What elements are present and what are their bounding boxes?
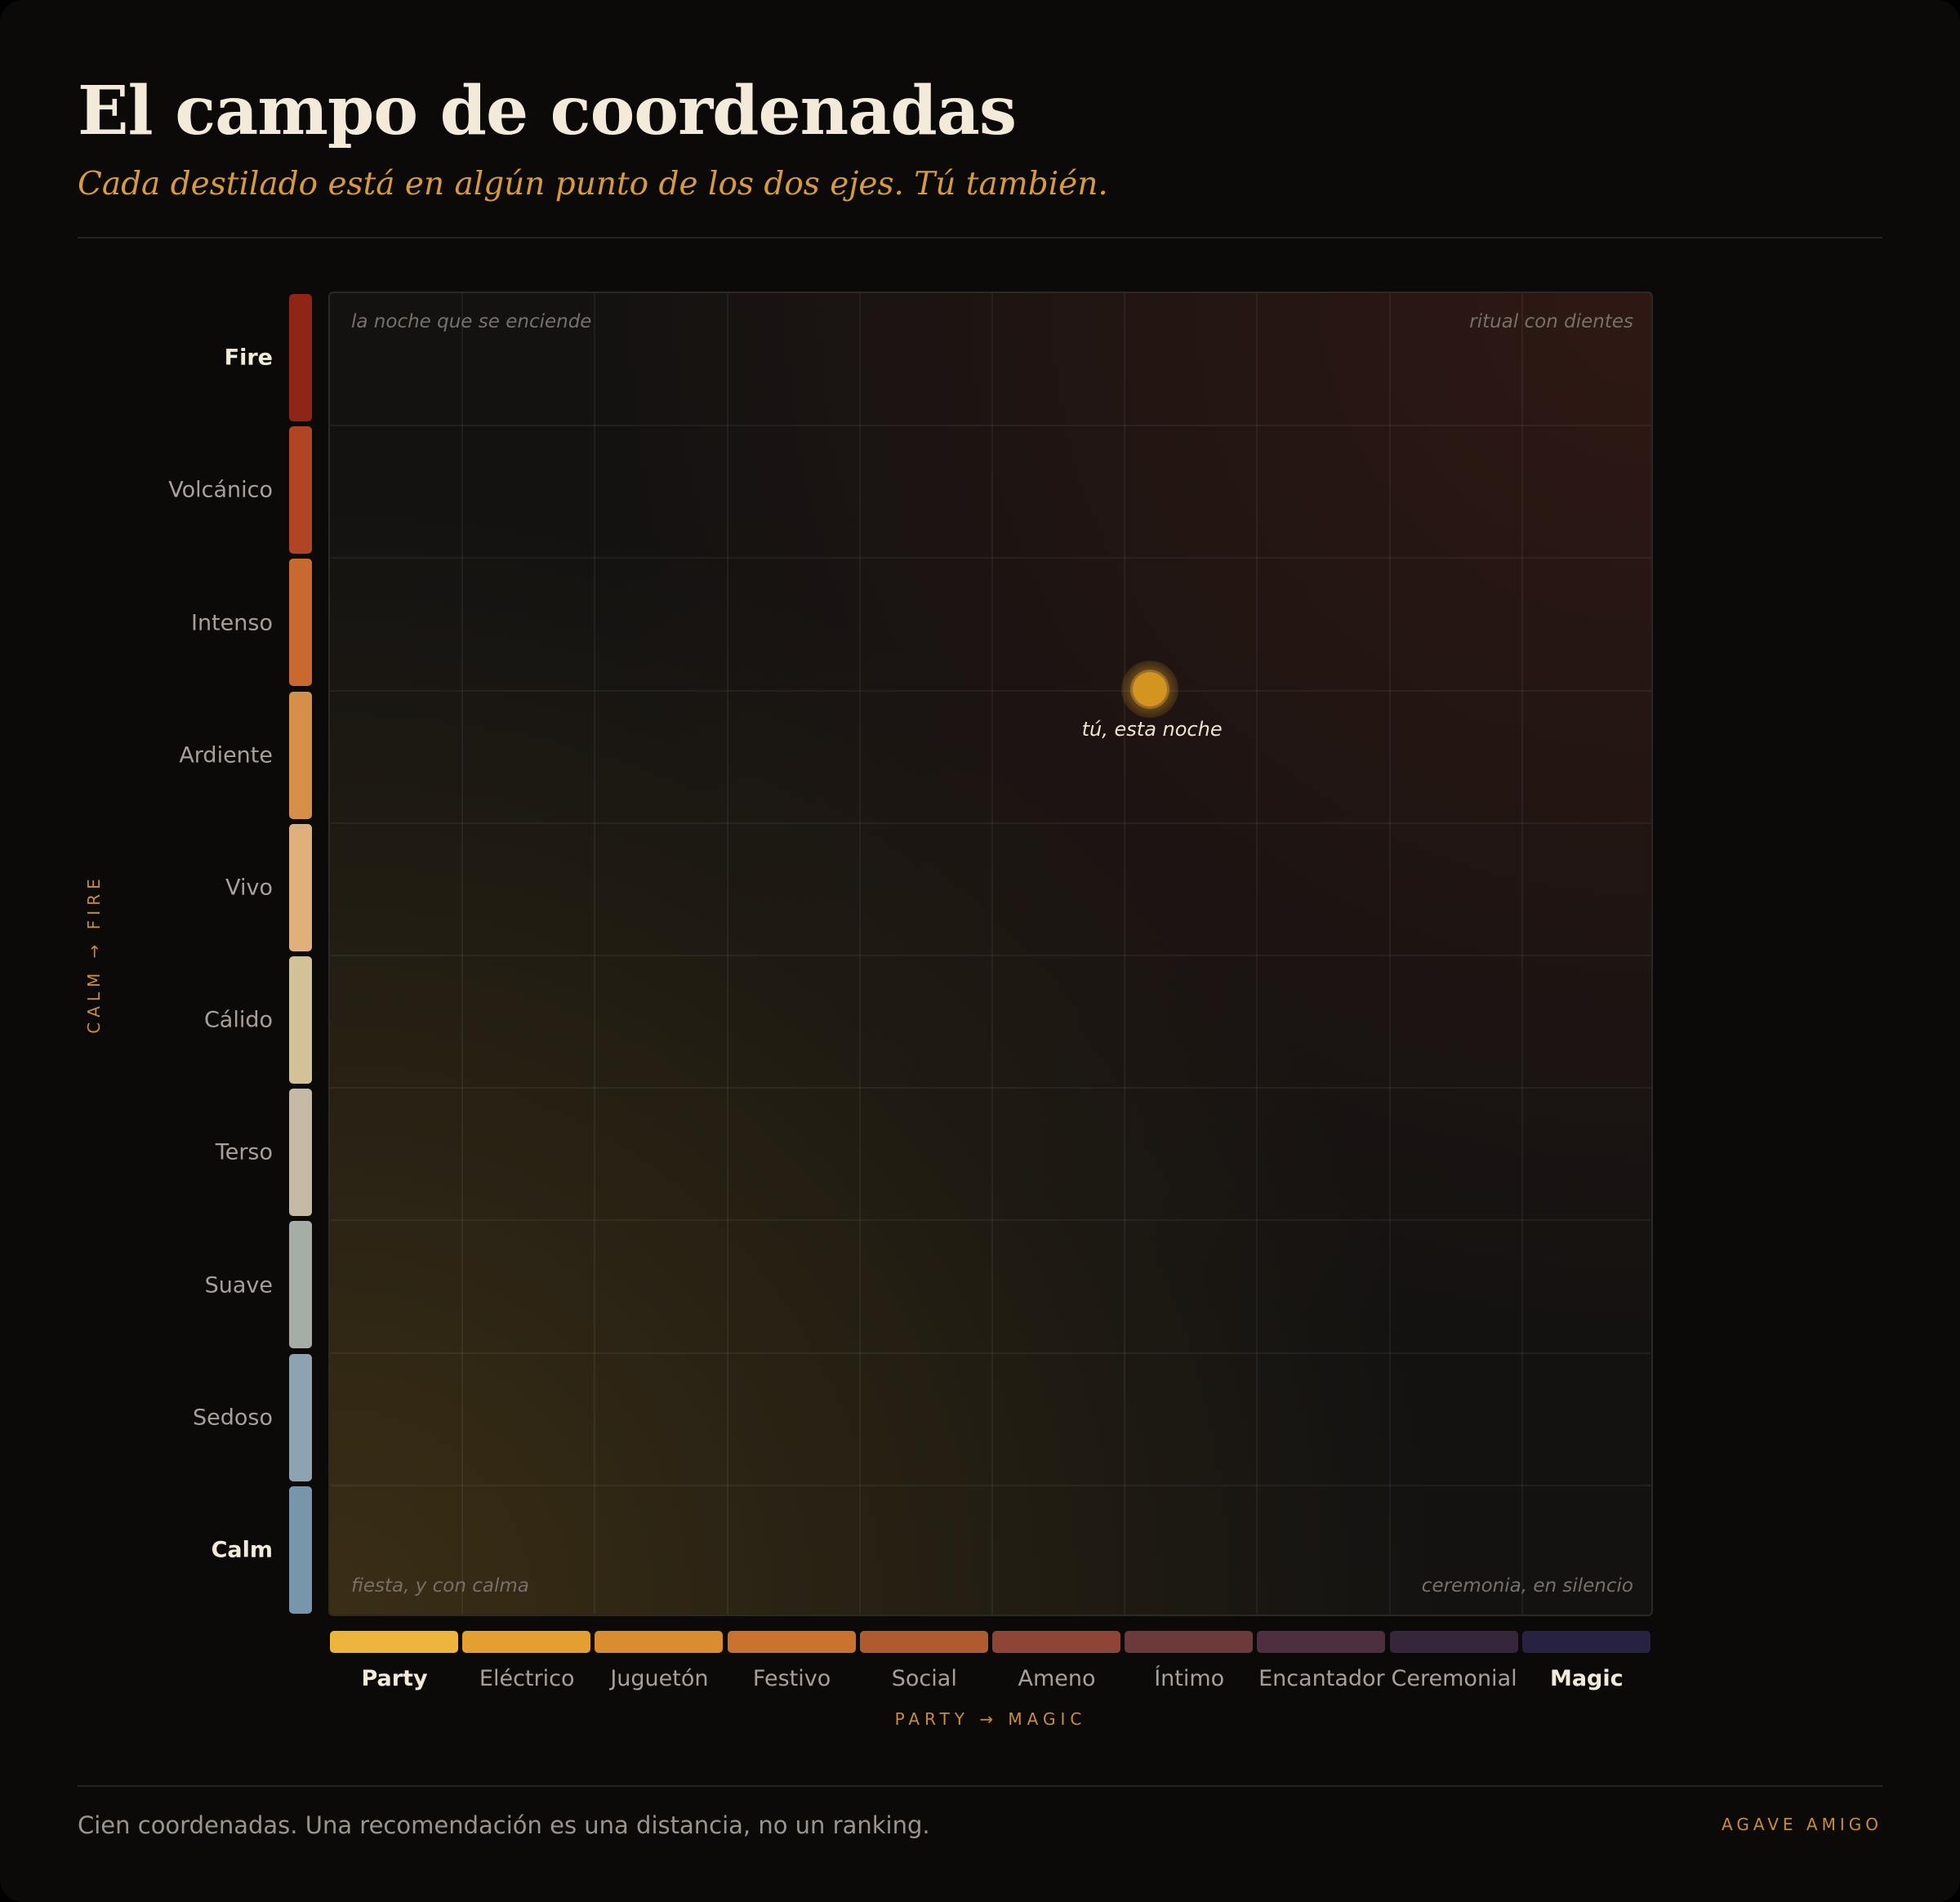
x-level-label: Ameno bbox=[1018, 1666, 1096, 1691]
grid-line-horizontal bbox=[330, 955, 1651, 956]
grid-line-vertical bbox=[1521, 293, 1523, 1615]
x-level-label: Ceremonial bbox=[1391, 1666, 1517, 1691]
corner-label-bottom-right: ceremonia, en silencio bbox=[1421, 1575, 1633, 1597]
y-level-swatch bbox=[289, 294, 312, 421]
y-level-label: Sedoso bbox=[193, 1405, 273, 1431]
page-title: El campo de coordenadas bbox=[78, 72, 1017, 150]
corner-label-bottom-left: fiesta, y con calma bbox=[351, 1575, 529, 1597]
grid-line-horizontal bbox=[330, 425, 1651, 427]
you-marker-dot bbox=[1132, 671, 1167, 706]
corner-label-top-left: la noche que se enciende bbox=[351, 311, 592, 332]
grid-line-horizontal bbox=[330, 557, 1651, 559]
x-level-label: Magic bbox=[1549, 1666, 1624, 1691]
grid-line-vertical bbox=[858, 293, 861, 1615]
brand-wordmark: AGAVE AMIGO bbox=[1722, 1815, 1882, 1834]
you-marker-label: tú, esta noche bbox=[1081, 717, 1223, 741]
grid-line-vertical bbox=[1124, 293, 1126, 1615]
grid-line-vertical bbox=[1256, 293, 1258, 1615]
x-level-swatch bbox=[1125, 1631, 1254, 1653]
page-subtitle: Cada destilado está en algún punto de lo… bbox=[78, 166, 1108, 203]
grid-line-horizontal bbox=[330, 1352, 1651, 1354]
y-level-swatch bbox=[289, 691, 312, 819]
grid-line-vertical bbox=[594, 293, 596, 1615]
y-level-swatch bbox=[289, 426, 312, 555]
x-level-swatch bbox=[330, 1631, 458, 1653]
grid-line-horizontal bbox=[330, 689, 1651, 692]
top-divider bbox=[78, 237, 1882, 238]
x-level-swatch bbox=[462, 1631, 591, 1653]
y-level-label: Terso bbox=[215, 1139, 273, 1165]
grid-line-vertical bbox=[1388, 293, 1391, 1615]
x-level-swatch bbox=[595, 1631, 724, 1653]
grid-line-vertical bbox=[991, 293, 993, 1615]
y-level-label: Ardiente bbox=[179, 742, 273, 768]
y-level-swatch bbox=[289, 823, 312, 951]
y-level-swatch bbox=[289, 956, 312, 1084]
x-level-swatch bbox=[1521, 1631, 1650, 1653]
corner-label-top-right: ritual con dientes bbox=[1469, 311, 1633, 332]
x-level-label: Encantador bbox=[1258, 1666, 1385, 1691]
x-level-swatch bbox=[992, 1631, 1120, 1653]
y-level-swatch bbox=[289, 1089, 312, 1217]
grid-line-horizontal bbox=[330, 822, 1651, 824]
x-level-label: Juguetón bbox=[610, 1666, 709, 1691]
y-axis-title: CALM → FIRE bbox=[84, 874, 104, 1034]
y-level-label: Suave bbox=[204, 1272, 273, 1298]
x-level-label: Eléctrico bbox=[479, 1666, 575, 1691]
grid-line-vertical bbox=[726, 293, 728, 1615]
y-level-label: Fire bbox=[224, 345, 273, 371]
coordinate-field[interactable]: la noche que se enciende ritual con dien… bbox=[328, 292, 1653, 1616]
x-level-swatch bbox=[1257, 1631, 1386, 1653]
x-level-label: Íntimo bbox=[1154, 1666, 1225, 1691]
x-axis-title: PARTY → MAGIC bbox=[894, 1709, 1087, 1729]
grid-line-vertical bbox=[461, 293, 464, 1615]
footnote: Cien coordenadas. Una recomendación es u… bbox=[78, 1811, 930, 1839]
x-level-swatch bbox=[859, 1631, 988, 1653]
x-level-label: Social bbox=[891, 1666, 957, 1691]
you-marker[interactable] bbox=[1120, 660, 1178, 718]
y-level-label: Volcánico bbox=[168, 477, 273, 503]
y-level-label: Intenso bbox=[191, 610, 273, 635]
y-level-swatch bbox=[289, 559, 312, 687]
y-level-swatch bbox=[289, 1353, 312, 1481]
grid-line-horizontal bbox=[330, 1219, 1651, 1222]
x-level-swatch bbox=[1389, 1631, 1518, 1653]
y-level-label: Cálido bbox=[203, 1007, 273, 1033]
y-level-label: Calm bbox=[211, 1537, 273, 1563]
x-level-swatch bbox=[727, 1631, 856, 1653]
y-level-swatch bbox=[289, 1486, 312, 1614]
grid-line-horizontal bbox=[330, 1087, 1651, 1089]
x-level-label: Festivo bbox=[752, 1666, 831, 1691]
y-level-label: Vivo bbox=[225, 875, 273, 901]
grid-line-horizontal bbox=[330, 1484, 1651, 1486]
x-level-label: Party bbox=[361, 1666, 428, 1691]
bottom-divider bbox=[78, 1785, 1882, 1787]
y-level-swatch bbox=[289, 1221, 312, 1349]
